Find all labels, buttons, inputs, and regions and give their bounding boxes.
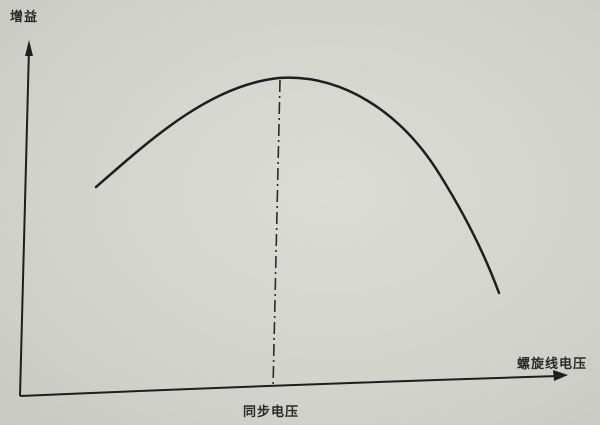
sync-voltage-marker-line [272,79,281,389]
x-axis-label: 螺旋线电压 [517,357,588,372]
y-axis-arrow-icon [25,40,33,56]
x-axis-line [19,375,561,397]
y-axis-line [19,47,30,397]
y-axis-label: 增益 [10,10,39,25]
x-axis-arrow-icon [553,370,568,381]
sync-voltage-label: 同步电压 [243,405,300,420]
gain-curve [94,76,501,295]
